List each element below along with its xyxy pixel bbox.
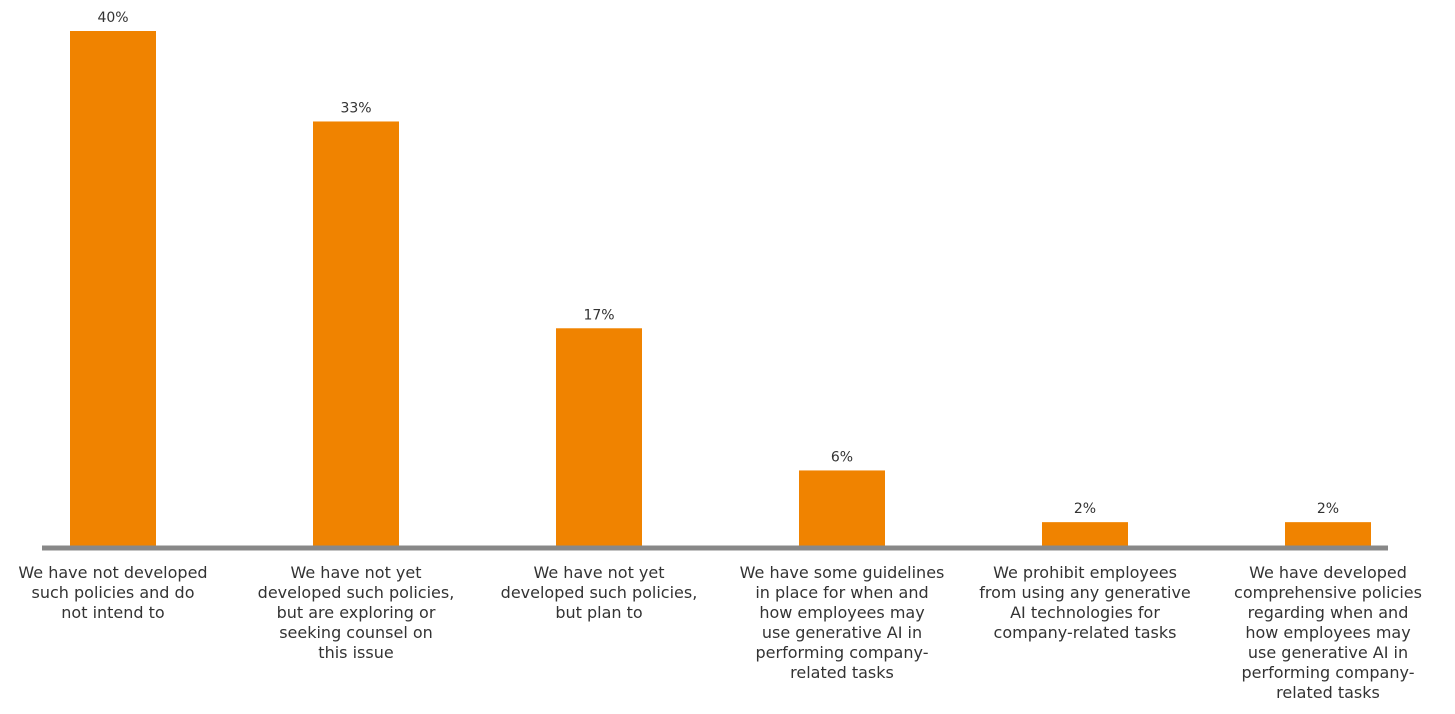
category-label-line: We have not yet <box>533 563 665 582</box>
category-label-line: how employees may <box>759 603 925 622</box>
category-label-line: developed such policies, <box>257 583 455 602</box>
category-label-5: We prohibit employees from using any gene… <box>976 563 1194 643</box>
category-label-line: use generative AI in <box>761 623 923 642</box>
category-label-3: We have not yet developed such policies, b… <box>490 563 708 623</box>
category-label-line: We have not yet <box>290 563 422 582</box>
category-label-line: but are exploring or <box>276 603 436 622</box>
category-label-line: AI technologies for <box>1010 603 1160 622</box>
value-label-1: 40% <box>97 10 128 26</box>
category-label-1: We have not developed such policies and d… <box>4 563 222 623</box>
value-label-6: 2% <box>1317 501 1339 517</box>
bar-6 <box>1285 522 1371 548</box>
category-label-line: such policies and do <box>31 583 195 602</box>
value-labels-group: 40% 33% 17% 6% 2% 2% <box>97 10 1339 517</box>
category-label-line: developed such policies, <box>500 583 698 602</box>
category-label-line: but plan to <box>555 603 643 622</box>
bar-1 <box>70 31 156 548</box>
category-label-line: not intend to <box>61 603 165 622</box>
category-label-line: in place for when and <box>755 583 929 602</box>
category-label-2: We have not yet developed such policies, b… <box>247 563 465 663</box>
category-label-line: performing company- <box>755 643 929 662</box>
category-label-line: related tasks <box>1276 683 1380 702</box>
category-label-line: seeking counsel on <box>279 623 433 642</box>
value-label-3: 17% <box>583 307 614 323</box>
bar-5 <box>1042 522 1128 548</box>
value-label-5: 2% <box>1074 501 1096 517</box>
category-label-line: how employees may <box>1245 623 1411 642</box>
category-label-line: regarding when and <box>1247 603 1409 622</box>
category-label-6: We have developed comprehensive policies r… <box>1219 563 1437 703</box>
category-label-line: this issue <box>318 643 394 662</box>
category-label-line: We have some guidelines <box>739 563 945 582</box>
bars-group <box>70 31 1371 548</box>
category-label-line: related tasks <box>790 663 894 682</box>
category-label-line: We prohibit employees <box>993 563 1177 582</box>
value-label-2: 33% <box>340 100 371 116</box>
category-label-line: performing company- <box>1241 663 1415 682</box>
category-label-line: company-related tasks <box>993 623 1177 642</box>
value-label-4: 6% <box>831 449 853 465</box>
bar-3 <box>556 328 642 548</box>
category-label-line: use generative AI in <box>1247 643 1409 662</box>
category-label-4: We have some guidelines in place for when… <box>733 563 951 683</box>
category-label-line: We have not developed <box>18 563 208 582</box>
category-label-line: We have developed <box>1249 563 1407 582</box>
category-label-line: from using any generative <box>979 583 1191 602</box>
category-label-line: comprehensive policies <box>1234 583 1422 602</box>
bar-4 <box>799 470 885 548</box>
bar-2 <box>313 121 399 548</box>
